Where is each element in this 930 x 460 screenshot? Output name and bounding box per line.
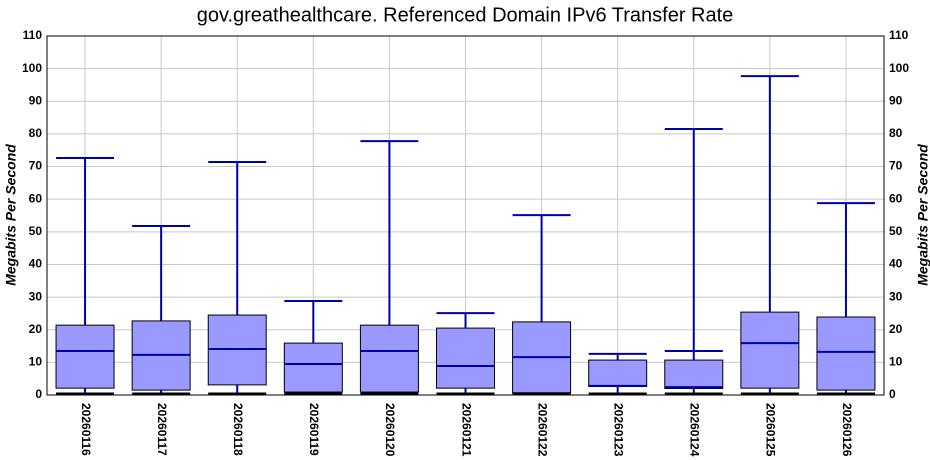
y-tick-label: 110 — [23, 28, 43, 42]
box — [55, 324, 115, 389]
y2-tick-label: 20 — [889, 322, 903, 336]
x-tick-label: 20260124 — [688, 403, 702, 457]
x-tick-label: 20260123 — [612, 403, 626, 457]
box — [740, 311, 800, 389]
y2-tick-label: 30 — [889, 289, 903, 303]
y2-tick-label: 90 — [889, 93, 903, 107]
x-tick-label: 20260119 — [307, 403, 321, 456]
y2-tick-label: 70 — [889, 159, 903, 173]
y2-tick-label: 100 — [889, 61, 909, 75]
y-tick-label: 30 — [29, 289, 43, 303]
x-tick-label: 20260117 — [155, 403, 169, 456]
y-tick-label: 80 — [29, 126, 43, 140]
y-tick-label: 100 — [22, 61, 42, 75]
y-axis-title: Megabits Per Second — [3, 144, 19, 286]
y2-axis-title: Megabits Per Second — [915, 144, 930, 286]
box — [436, 327, 495, 389]
chart-title: gov.greathealthcare. Referenced Domain I… — [197, 4, 734, 26]
y2-tick-label: 50 — [889, 224, 903, 238]
box — [283, 342, 343, 393]
x-tick-label: 20260116 — [79, 403, 93, 456]
y-tick-label: 90 — [29, 93, 43, 107]
x-tick-label: 20260125 — [764, 403, 778, 457]
y-tick-label: 0 — [35, 387, 42, 401]
y2-tick-label: 10 — [889, 355, 903, 369]
y2-tick-label: 0 — [889, 387, 896, 401]
x-tick-label: 20260118 — [231, 403, 245, 456]
x-tick-label: 20260120 — [383, 403, 397, 457]
y2-tick-label: 110 — [889, 28, 909, 42]
y-tick-label: 10 — [29, 355, 43, 369]
x-tick-label: 20260122 — [535, 403, 549, 457]
y-tick-label: 20 — [29, 322, 43, 336]
box — [588, 359, 648, 388]
y-tick-label: 50 — [29, 224, 43, 238]
plot-frame — [46, 35, 885, 396]
y2-tick-label: 40 — [889, 257, 903, 271]
box — [816, 316, 876, 391]
y-tick-label: 60 — [29, 191, 43, 205]
y2-tick-label: 60 — [889, 191, 903, 205]
x-tick-label: 20260121 — [459, 403, 473, 457]
y2-tick-label: 80 — [889, 126, 903, 140]
y-tick-label: 70 — [29, 159, 43, 173]
y-tick-label: 40 — [29, 257, 43, 271]
x-tick-label: 20260126 — [840, 403, 854, 457]
box — [664, 359, 724, 389]
box — [359, 324, 419, 393]
